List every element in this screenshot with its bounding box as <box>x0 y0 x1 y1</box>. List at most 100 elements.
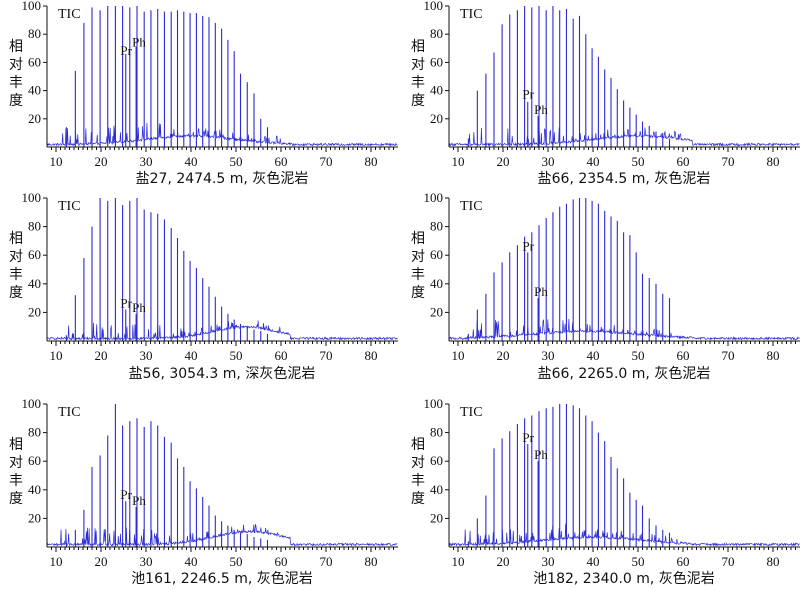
trace-label: TIC <box>58 7 81 22</box>
x-tick-label: 20 <box>497 348 510 363</box>
x-tick-label: 30 <box>140 348 153 363</box>
x-tick-label: 80 <box>767 348 780 363</box>
x-tick-label: 70 <box>722 554 735 569</box>
y-tick-label: 40 <box>430 482 443 497</box>
x-tick-label: 30 <box>542 554 555 569</box>
x-tick-label: 10 <box>452 348 465 363</box>
x-tick-label: 50 <box>230 154 243 169</box>
x-tick-label: 10 <box>50 348 63 363</box>
y-tick-label: 100 <box>22 396 42 411</box>
chromatogram-panel-4: 20 40 60 80 100 10 20 30 40 50 60 70 80 TIC Pr Ph 相对丰度盐6… <box>411 190 800 382</box>
y-tick-label: 20 <box>28 304 41 319</box>
x-tick-label: 10 <box>50 154 63 169</box>
x-tick-label: 30 <box>140 554 153 569</box>
peak-annotation-ph: Ph <box>534 284 548 299</box>
y-tick-label: 80 <box>28 219 41 234</box>
peak-annotation-pr: Pr <box>120 43 132 58</box>
x-tick-label: 20 <box>95 154 108 169</box>
x-tick-label: 40 <box>185 554 198 569</box>
x-tick-label: 80 <box>365 154 378 169</box>
x-tick-label: 30 <box>140 154 153 169</box>
y-tick-label: 60 <box>28 453 41 468</box>
peak-annotation-pr: Pr <box>522 238 534 253</box>
x-tick-label: 40 <box>587 348 600 363</box>
y-tick-label: 40 <box>430 83 443 98</box>
x-tick-label: 20 <box>497 554 510 569</box>
y-axis-caption: 相对丰度 <box>411 231 425 301</box>
y-tick-label: 80 <box>430 26 443 41</box>
x-tick-label: 10 <box>452 154 465 169</box>
x-tick-label: 10 <box>452 554 465 569</box>
x-tick-label: 60 <box>677 348 690 363</box>
x-tick-label: 20 <box>95 348 108 363</box>
y-tick-label: 60 <box>28 54 41 69</box>
y-tick-label: 60 <box>430 54 443 69</box>
x-tick-label: 30 <box>542 348 555 363</box>
y-tick-label: 80 <box>430 219 443 234</box>
x-tick-label: 60 <box>677 154 690 169</box>
chromatogram-panel-5: 20 40 60 80 100 10 20 30 40 50 60 70 80 TIC Pr Ph 相对丰度池1… <box>9 396 398 587</box>
y-tick-label: 60 <box>430 247 443 262</box>
x-tick-label: 70 <box>722 154 735 169</box>
panel-caption: 盐66, 2265.0 m, 灰色泥岩 <box>538 365 711 382</box>
y-axis-caption: 相对丰度 <box>411 39 425 109</box>
y-tick-label: 60 <box>28 247 41 262</box>
y-tick-label: 100 <box>22 0 42 13</box>
panel-caption: 盐66, 2354.5 m, 灰色泥岩 <box>538 170 711 187</box>
y-tick-label: 40 <box>28 482 41 497</box>
x-tick-label: 80 <box>767 154 780 169</box>
peak-annotation-pr: Pr <box>120 296 132 311</box>
trace-label: TIC <box>460 7 483 22</box>
x-tick-label: 70 <box>320 154 333 169</box>
y-tick-label: 80 <box>28 26 41 41</box>
peak-annotation-ph: Ph <box>534 102 548 117</box>
peak-annotation-pr: Pr <box>120 487 132 502</box>
baseline-trace <box>46 122 398 147</box>
y-tick-label: 40 <box>28 83 41 98</box>
y-tick-label: 80 <box>28 425 41 440</box>
x-tick-label: 60 <box>275 348 288 363</box>
peak-annotation-pr: Pr <box>522 430 534 445</box>
y-tick-label: 100 <box>424 190 444 205</box>
x-tick-label: 30 <box>542 154 555 169</box>
y-tick-label: 20 <box>430 510 443 525</box>
x-tick-label: 20 <box>497 154 510 169</box>
x-tick-label: 40 <box>587 154 600 169</box>
panel-caption: 池182, 2340.0 m, 灰色泥岩 <box>533 570 715 587</box>
x-tick-label: 40 <box>185 348 198 363</box>
x-tick-label: 50 <box>230 554 243 569</box>
x-tick-label: 60 <box>275 554 288 569</box>
y-tick-label: 100 <box>22 190 42 205</box>
chromatogram-panel-3: 20 40 60 80 100 10 20 30 40 50 60 70 80 TIC Pr Ph 相对丰度盐5… <box>9 190 398 382</box>
y-axis-caption: 相对丰度 <box>9 437 23 507</box>
y-axis-caption: 相对丰度 <box>411 437 425 507</box>
y-tick-label: 80 <box>430 425 443 440</box>
x-tick-label: 50 <box>632 554 645 569</box>
baseline-trace <box>448 523 800 547</box>
x-tick-label: 60 <box>677 554 690 569</box>
peak-annotation-ph: Ph <box>132 300 146 315</box>
peak-annotation-ph: Ph <box>132 34 146 49</box>
x-tick-label: 70 <box>320 348 333 363</box>
peak-annotation-ph: Ph <box>132 493 146 508</box>
peak-annotation-ph: Ph <box>534 447 548 462</box>
trace-label: TIC <box>58 199 81 214</box>
y-axis-caption: 相对丰度 <box>9 39 23 109</box>
x-tick-label: 50 <box>632 154 645 169</box>
x-tick-label: 60 <box>275 154 288 169</box>
y-tick-label: 40 <box>28 276 41 291</box>
panel-caption: 盐27, 2474.5 m, 灰色泥岩 <box>136 170 309 187</box>
x-tick-label: 40 <box>185 154 198 169</box>
x-tick-label: 40 <box>587 554 600 569</box>
x-tick-label: 80 <box>767 554 780 569</box>
baseline-trace <box>448 127 800 147</box>
baseline-trace <box>46 524 398 547</box>
x-tick-label: 20 <box>95 554 108 569</box>
y-tick-label: 20 <box>430 111 443 126</box>
y-tick-label: 60 <box>430 453 443 468</box>
peak-annotation-pr: Pr <box>522 86 534 101</box>
